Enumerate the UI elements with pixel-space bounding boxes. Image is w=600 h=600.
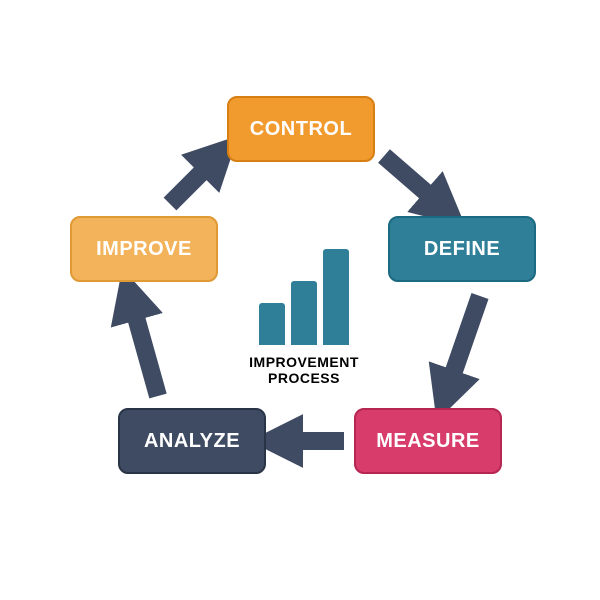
arrow-improve-to-control — [170, 156, 218, 204]
center-bar-chart — [259, 249, 349, 345]
center-title-line1: IMPROVEMENT — [249, 355, 359, 370]
center-title: IMPROVEMENT PROCESS — [249, 355, 359, 386]
node-improve: IMPROVE — [70, 216, 218, 282]
center-graphic: IMPROVEMENT PROCESS — [254, 236, 354, 386]
center-bar-2 — [291, 281, 317, 345]
center-bar-3 — [323, 249, 349, 345]
arrow-analyze-to-improve — [130, 296, 158, 396]
diagram-stage: CONTROLDEFINE MEASURE ANALYZE IMPROVE IMPRO… — [0, 0, 600, 600]
node-define: DEFINE — [388, 216, 536, 282]
center-bar-1 — [259, 303, 285, 345]
node-control: CONTROL — [227, 96, 375, 162]
node-analyze: ANALYZE — [118, 408, 266, 474]
arrow-control-to-define — [384, 156, 444, 208]
node-measure: MEASURE — [354, 408, 502, 474]
center-title-line2: PROCESS — [249, 371, 359, 386]
arrow-define-to-measure — [446, 296, 480, 394]
